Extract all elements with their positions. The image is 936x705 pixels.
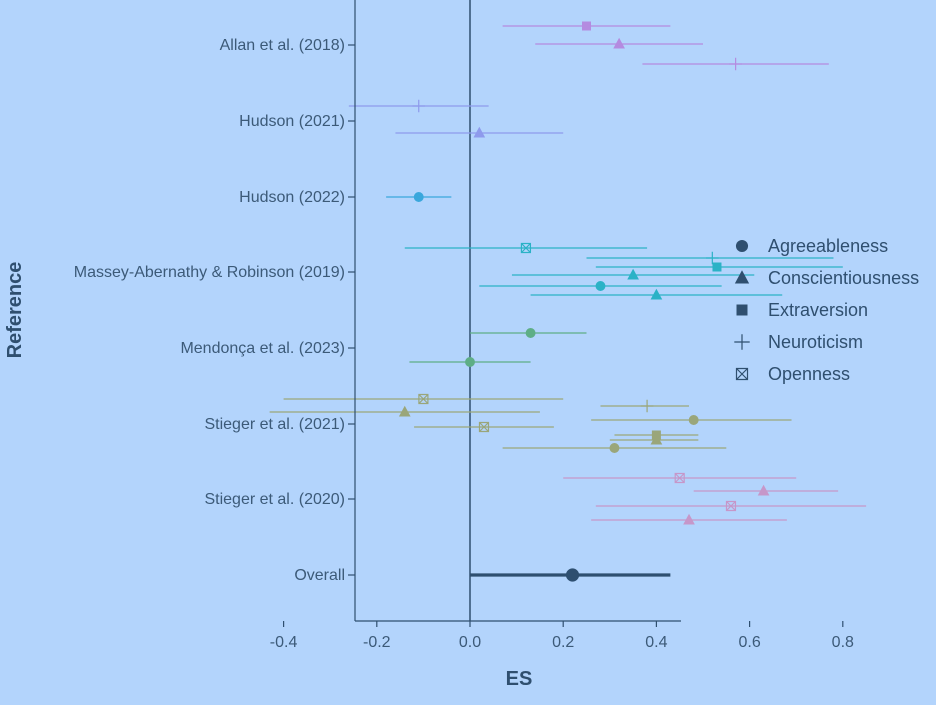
x-tick-label: -0.4 [270, 634, 298, 651]
intervals-layer [269, 21, 867, 582]
legend-item: Extraversion [736, 300, 868, 320]
point-estimate [613, 37, 625, 49]
legend-label: Conscientiousness [768, 268, 919, 288]
reference-label: Stieger et al. (2020) [204, 491, 345, 508]
point-estimate [650, 433, 663, 445]
legend-marker [734, 270, 750, 284]
point-estimate [674, 472, 685, 484]
point-estimate [412, 99, 426, 113]
x-axis-title: ES [506, 668, 533, 690]
reference-label: Stieger et al. (2021) [204, 416, 345, 433]
legend-marker [734, 334, 750, 350]
point-estimate [520, 242, 532, 254]
point-estimate [627, 268, 639, 280]
reference-group [386, 192, 452, 202]
legend-marker [735, 239, 749, 253]
x-tick-label: 0.2 [552, 634, 574, 651]
axes-layer [283, 0, 844, 627]
point-estimate [413, 192, 424, 202]
reference-group [348, 99, 564, 138]
x-tick-label: -0.2 [363, 634, 391, 651]
legend-marker [735, 367, 749, 381]
reference-label: Hudson (2022) [239, 189, 345, 206]
reference-group [409, 328, 587, 367]
point-estimate [725, 500, 737, 512]
reference-group [269, 393, 792, 453]
reference-group [502, 21, 829, 71]
point-estimate [712, 262, 722, 272]
reference-label: Mendonça et al. (2023) [180, 340, 345, 357]
point-estimate [609, 443, 620, 453]
point-estimate [582, 21, 591, 31]
y-axis-title: Reference [4, 262, 26, 359]
point-estimate [565, 568, 580, 582]
point-estimate [683, 513, 695, 525]
legend-item: Openness [735, 364, 850, 384]
reference-group [470, 568, 671, 582]
legend-label: Neuroticism [768, 332, 863, 352]
legend-item: Conscientiousness [734, 268, 919, 288]
legend-label: Extraversion [768, 300, 868, 320]
point-estimate [473, 126, 486, 138]
point-estimate [418, 393, 429, 405]
point-estimate [688, 415, 699, 425]
reference-label: Allan et al. (2018) [220, 37, 345, 54]
reference-label: Massey-Abernathy & Robinson (2019) [74, 264, 345, 281]
point-estimate [640, 399, 654, 413]
point-estimate [757, 484, 770, 496]
reference-label: Hudson (2021) [239, 113, 345, 130]
point-estimate [729, 57, 742, 71]
x-tick-label: 0.8 [832, 634, 854, 651]
point-estimate [595, 281, 606, 291]
legend: Agreeableness Conscientiousness Extraversi… [734, 236, 919, 384]
legend-marker [736, 304, 748, 316]
x-tick-label: 0.6 [738, 634, 760, 651]
point-estimate [706, 251, 719, 265]
labels-layer: -0.4 -0.2 0.0 0.2 0.4 0.6 0.8 Allan et al. (201… [74, 37, 854, 651]
x-tick-label: 0.4 [645, 634, 667, 651]
reference-label: Overall [294, 567, 345, 584]
legend-label: Agreeableness [768, 236, 888, 256]
point-estimate [650, 288, 663, 300]
legend-label: Openness [768, 364, 850, 384]
x-tick-label: 0.0 [459, 634, 481, 651]
point-estimate [478, 421, 490, 433]
point-estimate [465, 357, 475, 367]
legend-item: Neuroticism [734, 332, 863, 352]
reference-group [404, 242, 843, 300]
reference-group [563, 472, 867, 525]
legend-item: Agreeableness [735, 236, 888, 256]
point-estimate [398, 405, 411, 417]
point-estimate [525, 328, 536, 338]
